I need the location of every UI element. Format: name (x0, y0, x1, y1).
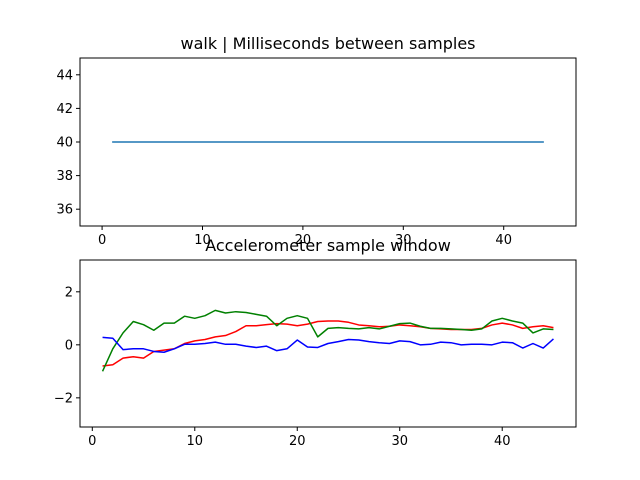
y-tick-label: 2 (65, 285, 73, 300)
chart-title: walk | Milliseconds between samples (180, 34, 475, 53)
x-tick-label: 0 (98, 233, 106, 248)
y-tick-label: 38 (56, 169, 73, 184)
x-tick-label: 40 (494, 434, 511, 449)
chart-title: Accelerometer sample window (205, 236, 451, 255)
x-tick-label: 40 (495, 233, 512, 248)
x-tick-label: 0 (88, 434, 96, 449)
x-tick-label: 10 (187, 434, 204, 449)
axes-frame (79, 259, 577, 428)
y-tick-label: 44 (56, 68, 73, 83)
y-tick-label: 0 (65, 338, 73, 353)
y-tick-label: 42 (56, 102, 73, 117)
y-tick-label: 36 (56, 203, 73, 218)
series-line-1 (101, 309, 554, 372)
x-tick-label: 20 (295, 233, 312, 248)
x-tick-label: 30 (395, 233, 412, 248)
panel-milliseconds-between-samples: walk | Milliseconds between samples 0 10 2… (56, 34, 577, 248)
panel-accelerometer-sample-window: Accelerometer sample window 0 10 20 30 40−20… (54, 236, 577, 449)
y-tick-label: 40 (56, 136, 73, 151)
x-tick-label: 30 (391, 434, 408, 449)
x-tick-label: 20 (289, 434, 306, 449)
x-tick-label: 10 (194, 233, 211, 248)
y-tick-label: −2 (54, 391, 73, 406)
series-line-2 (102, 336, 554, 353)
